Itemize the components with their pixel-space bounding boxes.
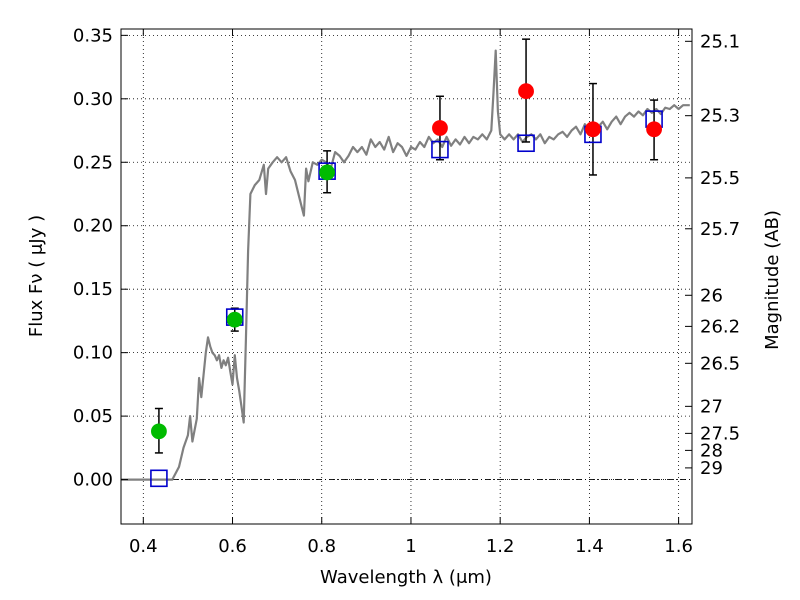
y-tick-label: 0.10 bbox=[73, 343, 113, 364]
y-tick-label: 0.35 bbox=[73, 25, 113, 46]
x-tick-label: 1.2 bbox=[486, 536, 515, 557]
data-points bbox=[150, 83, 663, 488]
observed-nir-point bbox=[518, 83, 534, 100]
y-tick-label: 0.15 bbox=[73, 279, 113, 300]
observed-nir-point bbox=[585, 121, 601, 138]
observed-optical-point bbox=[151, 423, 167, 440]
x-tick-label: 1.4 bbox=[575, 536, 604, 557]
x-tick-label: 1.6 bbox=[664, 536, 693, 557]
x-tick-label: 0.8 bbox=[307, 536, 336, 557]
x-tick-label: 0.6 bbox=[218, 536, 247, 557]
tick-marks bbox=[121, 29, 692, 524]
y-tick-label: 0.20 bbox=[73, 216, 113, 237]
observed-optical-point bbox=[226, 311, 243, 328]
y-tick-label: 0.25 bbox=[73, 152, 113, 173]
y2-tick-label: 25.3 bbox=[700, 106, 740, 127]
y2-tick-label: 26 bbox=[700, 285, 723, 306]
y2-tick-label: 27 bbox=[700, 396, 723, 417]
y-axis-title: Flux Fν ( μJy ) bbox=[26, 215, 47, 337]
y2-tick-label: 26.5 bbox=[700, 353, 740, 374]
y-tick-label: 0.00 bbox=[73, 470, 113, 491]
y2-tick-label: 27.5 bbox=[700, 423, 740, 444]
model-photometry-square bbox=[150, 469, 168, 488]
model-photometry-square bbox=[517, 134, 535, 153]
x-tick-label: 0.4 bbox=[129, 536, 158, 557]
tick-labels: 0.4 0.6 0.8 1 1.2 1.4 1.6 0.00 0.05 0.10 0.15 0.20 0… bbox=[73, 25, 740, 557]
plot-frame bbox=[120, 28, 693, 525]
y-tick-label: 0.30 bbox=[73, 89, 113, 110]
x-tick-label: 1 bbox=[405, 536, 416, 557]
observed-optical-point bbox=[319, 164, 335, 181]
y2-tick-label: 25.5 bbox=[700, 168, 740, 189]
observed-nir-point bbox=[646, 121, 662, 138]
grid bbox=[121, 29, 692, 524]
y-tick-label: 0.05 bbox=[73, 406, 113, 427]
y2-tick-label: 29 bbox=[700, 458, 723, 479]
y2-tick-label: 26.2 bbox=[700, 316, 740, 337]
model-photometry-square bbox=[431, 140, 449, 159]
y2-tick-label: 25.1 bbox=[700, 31, 740, 52]
y2-tick-label: 25.7 bbox=[700, 219, 740, 240]
y2-axis-title: Magnitude (AB) bbox=[762, 210, 783, 350]
plot-area-border bbox=[120, 28, 693, 525]
x-axis-title: Wavelength λ (μm) bbox=[320, 567, 492, 588]
observed-nir-point bbox=[432, 120, 448, 136]
y2-tick-label: 28 bbox=[700, 440, 723, 461]
